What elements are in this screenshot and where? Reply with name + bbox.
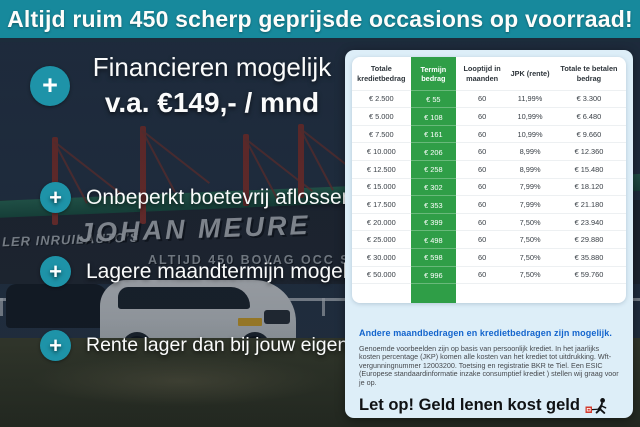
credit-warning-text: Let op! Geld lenen kost geld bbox=[359, 396, 580, 415]
table-cell: 60 bbox=[456, 179, 509, 197]
table-cell: 7,50% bbox=[508, 231, 552, 250]
table-cell: € 25.000 bbox=[352, 231, 411, 250]
table-cell: 60 bbox=[456, 108, 509, 126]
termijn-column-highlight bbox=[410, 57, 457, 303]
table-cell: € 996 bbox=[411, 267, 456, 285]
plus-icon: + bbox=[30, 65, 70, 106]
table-cell: € 21.180 bbox=[551, 196, 626, 214]
table-cell: € 17.500 bbox=[352, 196, 411, 214]
table-row: € 20.000 € 399 60 7,50% € 23.940 bbox=[352, 214, 626, 232]
table-cell: € 399 bbox=[411, 214, 456, 232]
table-cell: 60 bbox=[456, 143, 509, 162]
disclaimer-heading: Andere maandbedragen en kredietbedragen … bbox=[359, 328, 612, 338]
table-row: € 5.000 € 108 60 10,99% € 6.480 bbox=[352, 108, 626, 126]
banner-text: Altijd ruim 450 scherp geprijsde occasio… bbox=[7, 5, 633, 32]
table-cell: € 7.500 bbox=[352, 126, 411, 144]
table-row: € 10.000 € 206 60 8,99% € 12.360 bbox=[352, 143, 626, 162]
table-cell: € 161 bbox=[411, 126, 456, 144]
table-cell: € 12.360 bbox=[551, 143, 626, 162]
table-header-cell: Termijn bedrag bbox=[411, 57, 456, 91]
table-cell: € 598 bbox=[411, 249, 456, 267]
table-row: € 30.000 € 598 60 7,50% € 35.880 bbox=[352, 249, 626, 267]
hero-subtitle: v.a. €149,- / mnd bbox=[104, 87, 320, 118]
usp-label: Rente lager dan bij jouw eigen bank bbox=[86, 334, 397, 356]
table-cell: 60 bbox=[456, 267, 509, 285]
hero-title: Financieren mogelijk bbox=[92, 52, 332, 82]
table-cell: € 15.480 bbox=[551, 161, 626, 179]
table-cell: € 5.000 bbox=[352, 108, 411, 126]
hero-usp: + Financieren mogelijk v.a. €149,- / mnd bbox=[30, 52, 342, 119]
usp-item-rente: + Rente lager dan bij jouw eigen bank bbox=[40, 330, 396, 361]
table-cell: € 15.000 bbox=[352, 179, 411, 197]
table-cell: € 59.760 bbox=[551, 267, 626, 285]
usp-label: Lagere maandtermijn mogelijk bbox=[86, 259, 368, 283]
table-cell: 60 bbox=[456, 214, 509, 232]
usp-label: Onbeperkt boetevrij aflossen bbox=[86, 185, 354, 209]
table-cell: € 18.120 bbox=[551, 179, 626, 197]
table-cell: € 206 bbox=[411, 143, 456, 161]
table-cell: 10,99% bbox=[508, 126, 552, 144]
table-cell: € 258 bbox=[411, 161, 456, 179]
plus-icon: + bbox=[40, 182, 71, 213]
table-cell: 60 bbox=[456, 249, 509, 267]
table-body: € 2.500 € 55 60 11,99% € 3.300 € 5.000 € 108 60… bbox=[352, 91, 626, 285]
table-cell: € 35.880 bbox=[551, 249, 626, 267]
top-banner: Altijd ruim 450 scherp geprijsde occasio… bbox=[0, 0, 640, 42]
table-header-cell: JPK (rente) bbox=[508, 57, 552, 91]
hero-text: Financieren mogelijk v.a. €149,- / mnd bbox=[82, 52, 342, 119]
table-cell: 8,99% bbox=[508, 143, 552, 162]
usp-item-aflossen: + Onbeperkt boetevrij aflossen bbox=[40, 182, 353, 213]
table-cell: 7,50% bbox=[508, 267, 552, 285]
table-cell: € 55 bbox=[411, 91, 456, 109]
table-row: € 17.500 € 353 60 7,99% € 21.180 bbox=[352, 196, 626, 214]
table-row: € 2.500 € 55 60 11,99% € 3.300 bbox=[352, 91, 626, 109]
finance-table: Totale kredietbedrag Termijn bedrag Loopti… bbox=[352, 57, 626, 303]
table-cell: € 498 bbox=[411, 231, 456, 249]
table-cell: 60 bbox=[456, 91, 509, 109]
table-cell: 8,99% bbox=[508, 161, 552, 179]
table-header-cell: Totale kredietbedrag bbox=[352, 57, 411, 91]
table-row: € 12.500 € 258 60 8,99% € 15.480 bbox=[352, 161, 626, 179]
table-row: € 25.000 € 498 60 7,50% € 29.880 bbox=[352, 231, 626, 250]
disclaimer-body: Genoemde voorbeelden zijn op basis van p… bbox=[359, 344, 619, 387]
table-header-cell: Totale te betalen bedrag bbox=[551, 57, 626, 91]
table-cell: € 20.000 bbox=[352, 214, 411, 232]
table-header-row: Totale kredietbedrag Termijn bedrag Loopti… bbox=[352, 57, 626, 91]
table-header-cell: Looptijd in maanden bbox=[456, 57, 509, 91]
table-cell: € 29.880 bbox=[551, 231, 626, 250]
table-row: € 7.500 € 161 60 10,99% € 9.660 bbox=[352, 126, 626, 144]
table-cell: € 2.500 bbox=[352, 91, 411, 109]
plus-icon: + bbox=[40, 330, 71, 361]
usp-item-maandtermijn: + Lagere maandtermijn mogelijk bbox=[40, 256, 367, 287]
plus-icon: + bbox=[40, 256, 71, 287]
table-cell: € 108 bbox=[411, 108, 456, 126]
table-cell: 10,99% bbox=[508, 108, 552, 126]
table-row: € 50.000 € 996 60 7,50% € 59.760 bbox=[352, 267, 626, 285]
table-cell: 11,99% bbox=[508, 91, 552, 109]
table-cell: 7,50% bbox=[508, 249, 552, 267]
geld-lenen-kost-geld-icon bbox=[585, 398, 607, 415]
table-cell: 7,99% bbox=[508, 196, 552, 214]
table-cell: € 9.660 bbox=[551, 126, 626, 144]
table-cell: € 10.000 bbox=[352, 143, 411, 162]
table-cell: € 30.000 bbox=[352, 249, 411, 267]
table-cell: € 50.000 bbox=[352, 267, 411, 285]
table-cell: € 353 bbox=[411, 196, 456, 214]
table-cell: € 23.940 bbox=[551, 214, 626, 232]
credit-warning: Let op! Geld lenen kost geld bbox=[359, 396, 619, 415]
table-cell: 7,99% bbox=[508, 179, 552, 197]
table-cell: € 6.480 bbox=[551, 108, 626, 126]
table-cell: 60 bbox=[456, 161, 509, 179]
table-cell: € 3.300 bbox=[551, 91, 626, 109]
table-cell: 60 bbox=[456, 126, 509, 144]
table-cell: € 302 bbox=[411, 179, 456, 197]
table-cell: 60 bbox=[456, 231, 509, 250]
table-cell: € 12.500 bbox=[352, 161, 411, 179]
finance-table-card: Totale kredietbedrag Termijn bedrag Loopti… bbox=[345, 50, 633, 418]
table-cell: 7,50% bbox=[508, 214, 552, 232]
table-row: € 15.000 € 302 60 7,99% € 18.120 bbox=[352, 179, 626, 197]
table-cell: 60 bbox=[456, 196, 509, 214]
